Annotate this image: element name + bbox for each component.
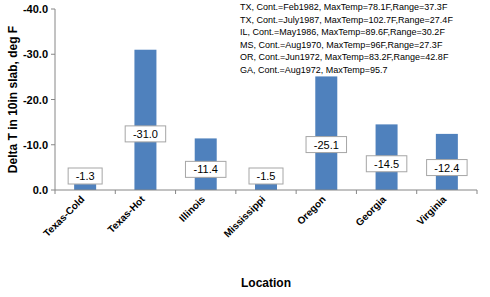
y-tick [51, 9, 55, 10]
data-label: -12.4 [434, 162, 459, 174]
bar [315, 76, 337, 190]
y-tick-label: -20.0 [23, 94, 48, 106]
x-tick-label: Illinois [177, 193, 207, 223]
x-tick [235, 190, 236, 194]
data-label-box [366, 156, 407, 172]
x-tick [175, 190, 176, 194]
data-label: -31.0 [133, 128, 158, 140]
data-label: -1.5 [257, 170, 276, 182]
data-label-box [125, 126, 166, 142]
bar [134, 50, 156, 190]
annotation: MS, Cont.=Aug1970, MaxTemp=96F,Range=27.… [240, 40, 443, 50]
chart: 0.0 -10.0 -20.0 -30.0 -40.0 Texas-Cold Texas-H… [0, 0, 490, 297]
x-tick [416, 190, 417, 194]
y-tick [51, 99, 55, 100]
data-label-box [68, 168, 102, 184]
x-tick [477, 190, 478, 194]
data-label: -14.5 [374, 158, 399, 170]
x-tick [115, 190, 116, 194]
y-tick-label: 0.0 [33, 184, 48, 196]
data-label: -11.4 [194, 163, 218, 175]
data-label: -1.3 [76, 170, 95, 182]
annotation: TX, Cont.=Feb1982, MaxTemp=78.1F,Range=3… [240, 2, 448, 12]
x-tick-label: Texas-Hot [105, 193, 147, 235]
x-tick-label: Virginia [415, 193, 449, 227]
x-tick-label: Texas-Cold [41, 194, 86, 239]
bar [74, 184, 96, 190]
x-tick-label: Oregon [295, 194, 328, 227]
annotation: IL, Cont.=May1986, MaxTemp=89.6F,Range=3… [240, 27, 445, 37]
data-label-box [249, 168, 283, 184]
page: {"chart_data": {"type": "bar", "x_label"… [0, 0, 490, 297]
x-axis-title: Location [241, 276, 291, 290]
annotation: OR, Cont.=Jun1972, MaxTemp=83.2F,Range=4… [240, 52, 449, 62]
x-tick [356, 190, 357, 194]
x-tick-label: Georgia [353, 193, 388, 228]
y-axis-title: Delta T in 10in slab, deg F [6, 26, 20, 173]
bars [74, 50, 458, 190]
y-tick-label: -40.0 [23, 3, 48, 15]
annotation: TX, Cont.=July1987, MaxTemp=102.7F,Range… [240, 15, 453, 25]
x-tick [296, 190, 297, 194]
y-tick [51, 190, 55, 191]
y-tick [51, 54, 55, 55]
annotation: GA, Cont.=Aug1972, MaxTemp=95.7 [240, 65, 388, 75]
x-tick [55, 190, 56, 194]
x-axis [55, 190, 477, 191]
y-tick-label: -30.0 [23, 48, 48, 60]
data-label-box [306, 137, 347, 153]
data-label-box [185, 161, 226, 177]
y-tick [51, 144, 55, 145]
x-tick-label: Mississippi [222, 193, 268, 239]
data-label: -25.1 [314, 139, 339, 151]
data-label-box [427, 160, 468, 176]
y-tick-label: -10.0 [23, 139, 48, 151]
